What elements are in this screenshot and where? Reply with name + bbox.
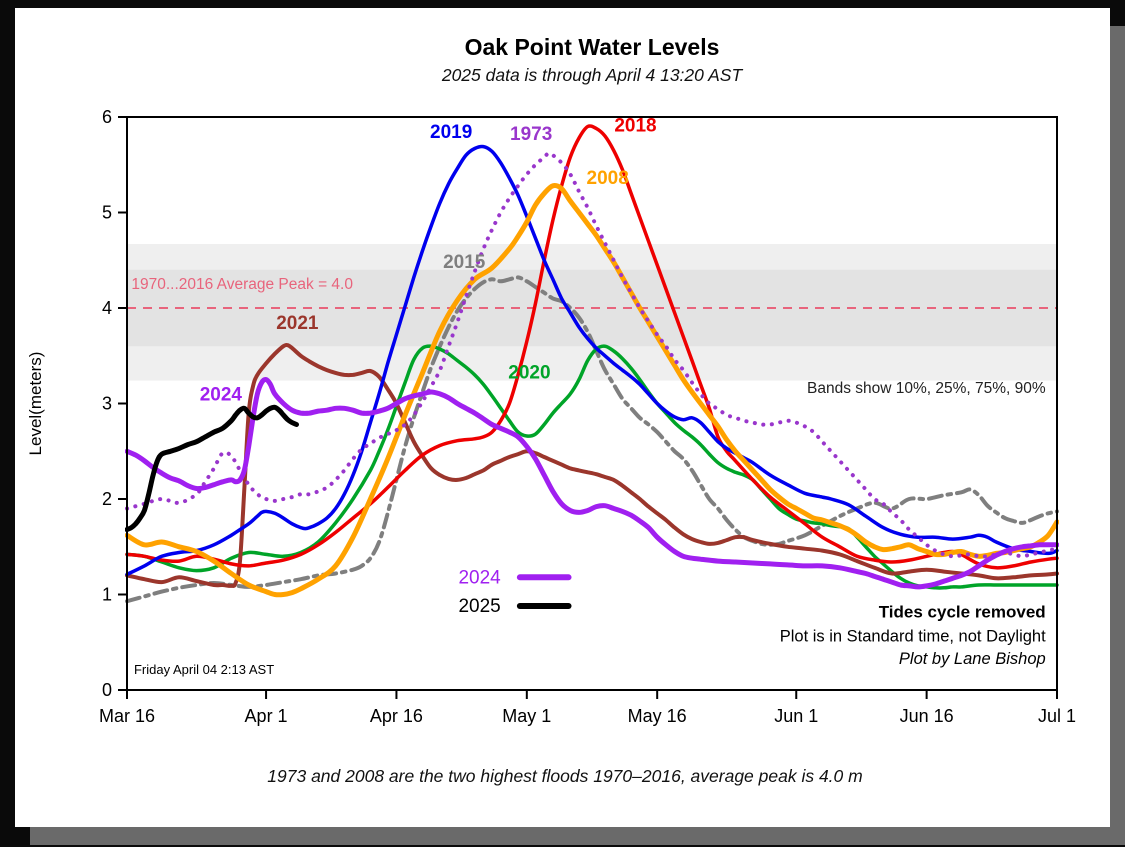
x-tick-label: Jul 1 <box>1038 706 1076 726</box>
chart-header: Oak Point Water Levels 2025 data is thro… <box>127 34 1057 86</box>
series-line-2021 <box>125 343 1059 588</box>
chart-title: Oak Point Water Levels <box>464 34 720 60</box>
bands-note: Bands show 10%, 25%, 75%, 90% <box>807 380 1046 397</box>
series-line-2015 <box>125 275 1059 604</box>
x-tick-label: May 16 <box>628 706 687 726</box>
series-label-2019: 2019 <box>430 122 472 143</box>
x-tick-label: Mar 16 <box>99 706 155 726</box>
y-tick-label: 1 <box>102 585 112 605</box>
series-label-2021: 2021 <box>276 313 319 334</box>
series-label-1973: 1973 <box>510 124 552 145</box>
chart-caption: 1973 and 2008 are the two highest floods… <box>267 766 863 786</box>
standard-time-note: Plot is in Standard time, not Daylight <box>780 627 1046 645</box>
y-tick-label: 2 <box>102 489 112 509</box>
series-line-2025 <box>125 404 299 533</box>
y-tick-label: 3 <box>102 394 112 414</box>
series-label-2018: 2018 <box>614 115 656 136</box>
series-line-1973 <box>125 151 1059 559</box>
series-line-2018 <box>125 124 1059 570</box>
y-tick-label: 5 <box>102 203 112 223</box>
legend-label-2024: 2024 <box>458 567 501 588</box>
credit-note: Plot by Lane Bishop <box>899 650 1046 668</box>
series-line-2008 <box>125 183 1059 598</box>
series-label-2020: 2020 <box>508 363 550 384</box>
series-line-2020 <box>125 344 1059 590</box>
y-tick-label: 0 <box>102 680 112 700</box>
x-tick-label: Apr 16 <box>370 706 423 726</box>
legend-label-2025: 2025 <box>458 596 500 617</box>
y-tick-label: 4 <box>102 298 112 318</box>
average-peak-label: 1970...2016 Average Peak = 4.0 <box>131 276 353 293</box>
x-tick-label: Apr 1 <box>245 706 288 726</box>
series-label-2015: 2015 <box>443 252 486 273</box>
chart-subtitle: 2025 data is through April 4 13:20 AST <box>441 65 743 85</box>
tides-note: Tides cycle removed <box>879 602 1046 621</box>
series-label-2024: 2024 <box>200 385 243 406</box>
y-axis-label: Level(meters) <box>26 352 45 456</box>
series-group <box>125 124 1059 604</box>
x-tick-label: Jun 16 <box>900 706 954 726</box>
x-tick-label: Jun 1 <box>774 706 818 726</box>
series-label-2008: 2008 <box>587 168 629 189</box>
timestamp: Friday April 04 2:13 AST <box>134 662 274 677</box>
plot-canvas: Oak Point Water Levels 2025 data is thro… <box>15 8 1110 827</box>
x-tick-label: May 1 <box>502 706 551 726</box>
y-tick-label: 6 <box>102 107 112 127</box>
series-line-2019 <box>125 144 1059 577</box>
